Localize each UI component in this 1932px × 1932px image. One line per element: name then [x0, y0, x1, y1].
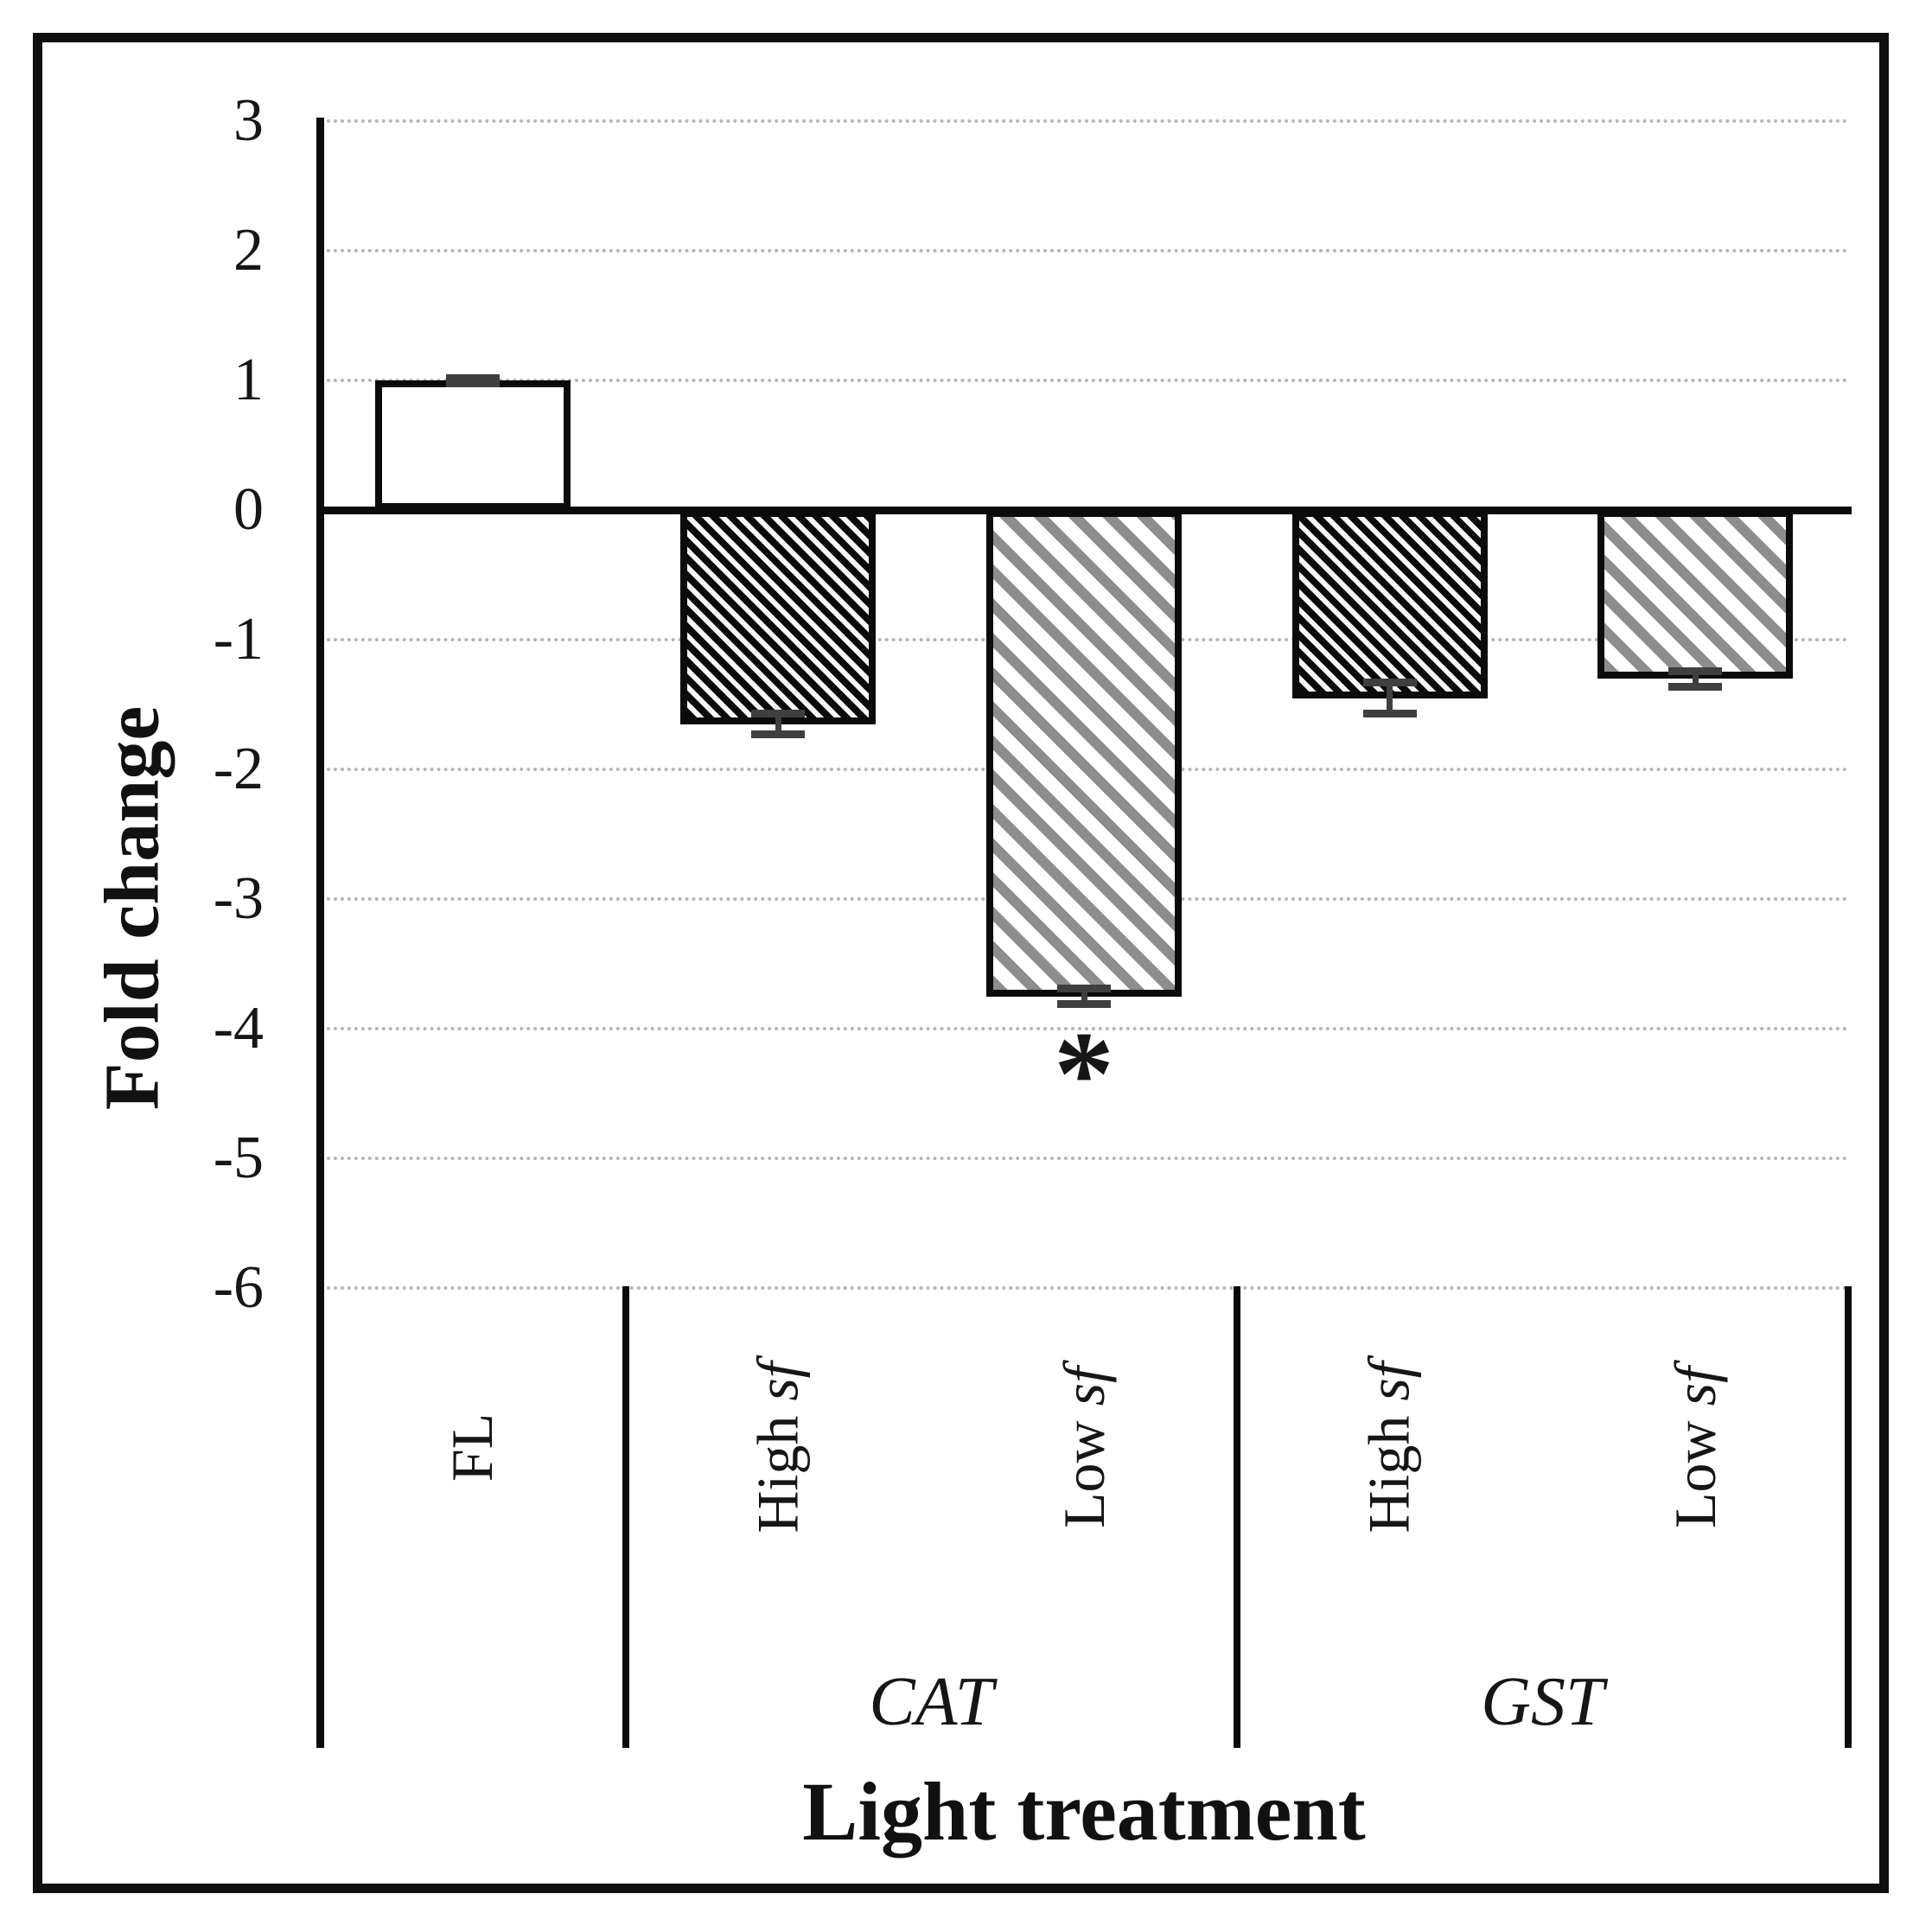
- error-bar-stem: [1692, 671, 1699, 686]
- error-bar-cap: [1668, 666, 1723, 675]
- y-tick-label: -4: [213, 995, 264, 1062]
- y-tick-label: -2: [213, 736, 264, 802]
- y-axis-title-text: Fold change: [89, 705, 175, 1110]
- error-bar-stem: [1081, 988, 1087, 1004]
- error-bar-stem: [775, 713, 781, 735]
- gridline-y2: [320, 249, 1848, 252]
- gridline-y1: [320, 379, 1848, 382]
- significance-asterisk: *: [1054, 1006, 1114, 1141]
- y-tick-label: 3: [233, 87, 264, 154]
- figure-border: [33, 33, 1889, 1893]
- category-label-text: High sf: [744, 1361, 811, 1533]
- error-bar-stem: [1387, 682, 1393, 714]
- gridline-y3: [320, 119, 1848, 123]
- y-axis-title: Fold change: [48, 467, 216, 1349]
- y-tick-label: -6: [213, 1254, 264, 1321]
- error-bar-cap: [1057, 1000, 1111, 1008]
- error-bar-cap: [751, 730, 806, 738]
- y-axis-line: [316, 118, 324, 1748]
- category-label-text: FL: [439, 1412, 506, 1482]
- category-label-high: High sf: [1351, 1293, 1429, 1601]
- group-label-gst: GST: [1481, 1664, 1604, 1740]
- y-tick-label: 1: [233, 347, 264, 413]
- category-divider-line: [1845, 1286, 1852, 1748]
- error-bar-cap: [1362, 679, 1417, 686]
- error-bar-cap: [751, 710, 806, 717]
- y-tick-label: 0: [233, 476, 264, 543]
- error-bar-cap: [445, 379, 500, 387]
- gridline-y-5: [320, 1157, 1848, 1160]
- bar-CAT-high: [680, 510, 877, 724]
- category-divider-line: [1233, 1286, 1240, 1748]
- gridline-y-4: [320, 1027, 1848, 1030]
- gridline-y-6: [320, 1286, 1848, 1290]
- category-label-fl: FL: [434, 1293, 512, 1601]
- y-tick-label: -1: [213, 606, 264, 673]
- bar-GST-high: [1291, 510, 1488, 698]
- category-divider-line: [622, 1286, 629, 1748]
- x-axis-title: Light treatment: [802, 1765, 1366, 1858]
- error-bar-cap: [445, 373, 500, 382]
- category-label-text: Low sf: [1050, 1366, 1117, 1528]
- error-bar-cap: [1057, 985, 1111, 992]
- category-label-text: Low sf: [1661, 1366, 1728, 1528]
- category-label-text: High sf: [1356, 1361, 1423, 1533]
- bar-GST-low: [1597, 510, 1794, 679]
- y-tick-label: -3: [213, 865, 264, 932]
- y-tick-label: 2: [233, 217, 264, 284]
- error-bar-cap: [1668, 682, 1723, 691]
- y-tick-label: -5: [213, 1125, 264, 1191]
- bar-CAT-low: [986, 510, 1182, 997]
- category-label-low: Low sf: [1045, 1293, 1123, 1601]
- bar-fl: [374, 380, 571, 510]
- group-label-cat: CAT: [869, 1664, 994, 1740]
- category-label-high: High sf: [739, 1293, 817, 1601]
- zero-axis-line: [316, 507, 1852, 514]
- category-label-low: Low sf: [1656, 1293, 1734, 1601]
- error-bar-cap: [1362, 710, 1417, 717]
